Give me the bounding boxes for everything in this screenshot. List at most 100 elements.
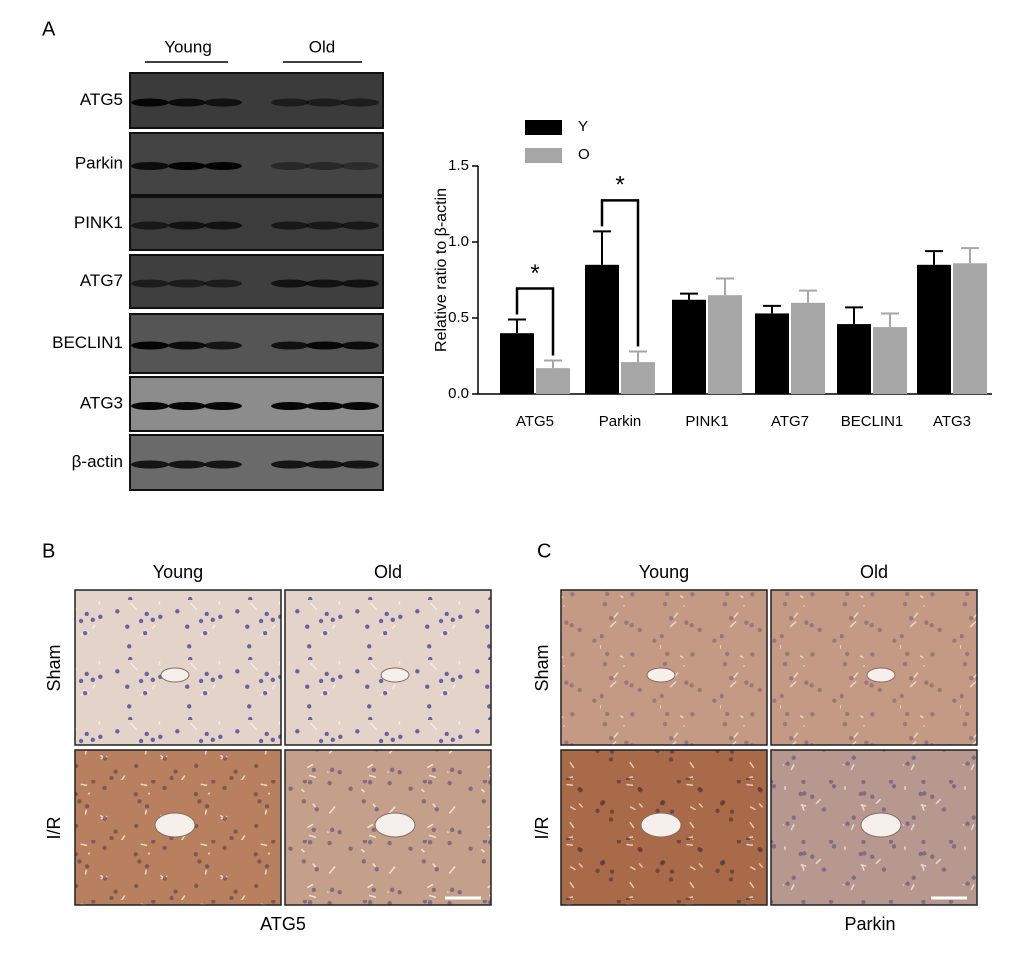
error-bar bbox=[629, 350, 647, 363]
caption: Parkin bbox=[844, 914, 895, 934]
blot-band bbox=[131, 221, 169, 230]
blot-band bbox=[306, 221, 344, 230]
x-tick-label: BECLIN1 bbox=[841, 413, 904, 430]
legend-label: O bbox=[578, 146, 590, 163]
error-bar bbox=[763, 304, 781, 314]
blot-band bbox=[131, 98, 169, 107]
y-tick-label: 0.0 bbox=[448, 385, 469, 402]
bar bbox=[536, 368, 570, 394]
blot-band bbox=[131, 402, 169, 410]
error-bar bbox=[508, 318, 526, 334]
blot-label: ATG7 bbox=[80, 271, 123, 290]
blot-band bbox=[341, 460, 379, 469]
significance-bracket bbox=[600, 199, 640, 347]
column-label: Young bbox=[639, 562, 689, 582]
blot-band bbox=[271, 98, 309, 107]
bar bbox=[621, 362, 655, 394]
blot-band bbox=[168, 402, 206, 410]
blot-band bbox=[204, 402, 242, 410]
significance-bracket bbox=[515, 287, 555, 356]
blot-band bbox=[204, 279, 242, 288]
significance-mark: * bbox=[615, 172, 624, 199]
row-label: Sham bbox=[44, 644, 64, 691]
blot-band bbox=[341, 221, 379, 230]
blot-band bbox=[168, 279, 206, 288]
error-bar bbox=[593, 230, 611, 265]
vessel bbox=[160, 667, 190, 683]
vessel bbox=[154, 812, 196, 838]
x-tick-label: ATG3 bbox=[933, 413, 971, 430]
error-bar bbox=[799, 289, 817, 303]
blot-label: PINK1 bbox=[74, 213, 123, 232]
blot-band bbox=[204, 98, 242, 107]
y-tick-label: 1.0 bbox=[448, 233, 469, 250]
blot-band bbox=[168, 221, 206, 230]
panel-label: B bbox=[42, 540, 55, 562]
x-tick-label: ATG7 bbox=[771, 413, 809, 430]
error-bar bbox=[881, 312, 899, 328]
x-tick-label: Parkin bbox=[599, 413, 642, 430]
error-bar bbox=[925, 250, 943, 265]
x-tick-label: PINK1 bbox=[685, 413, 728, 430]
blot-label: BECLIN1 bbox=[52, 333, 123, 352]
blot-band bbox=[131, 460, 169, 469]
blot-band bbox=[131, 341, 169, 350]
blot-band bbox=[341, 98, 379, 107]
micrograph bbox=[284, 589, 492, 746]
micrograph bbox=[74, 589, 282, 746]
legend-swatch bbox=[525, 120, 562, 135]
blot-band bbox=[204, 460, 242, 469]
micrograph bbox=[770, 589, 978, 746]
blot-band bbox=[204, 221, 242, 230]
bar bbox=[953, 263, 987, 394]
blot-band bbox=[168, 162, 206, 170]
blot-band bbox=[306, 460, 344, 469]
legend-label: Y bbox=[578, 118, 588, 135]
column-label: Young bbox=[153, 562, 203, 582]
blot-band bbox=[271, 221, 309, 230]
y-tick-label: 1.5 bbox=[448, 157, 469, 174]
error-bar bbox=[544, 359, 562, 369]
blot-band bbox=[204, 341, 242, 350]
caption: ATG5 bbox=[260, 914, 306, 934]
vessel bbox=[374, 812, 416, 838]
blot-band bbox=[306, 162, 344, 170]
column-label: Old bbox=[374, 562, 402, 582]
blot-band bbox=[131, 162, 169, 170]
column-label: Old bbox=[860, 562, 888, 582]
blot-band bbox=[168, 341, 206, 350]
bar bbox=[873, 327, 907, 394]
blot-band bbox=[271, 460, 309, 469]
vessel bbox=[640, 812, 682, 838]
micrograph bbox=[560, 589, 768, 746]
panel-label: A bbox=[42, 18, 56, 40]
error-bar bbox=[961, 247, 979, 264]
bar bbox=[672, 299, 706, 394]
row-label: I/R bbox=[44, 816, 64, 839]
vessel bbox=[646, 667, 676, 683]
panel-label: C bbox=[537, 540, 551, 562]
blot-band bbox=[168, 98, 206, 107]
blot-band bbox=[271, 402, 309, 410]
row-label: Sham bbox=[532, 644, 552, 691]
error-bar bbox=[845, 306, 863, 325]
bar bbox=[755, 313, 789, 394]
blot-band bbox=[341, 341, 379, 350]
micrograph bbox=[74, 749, 282, 906]
group-label: Old bbox=[309, 37, 335, 56]
vessel bbox=[866, 667, 896, 683]
bar bbox=[917, 264, 951, 394]
y-tick-label: 0.5 bbox=[448, 309, 469, 326]
group-label: Young bbox=[164, 37, 212, 56]
blot-band bbox=[271, 162, 309, 170]
vessel bbox=[380, 667, 410, 683]
blot-label: Parkin bbox=[75, 153, 123, 172]
bar bbox=[837, 324, 871, 394]
legend-swatch bbox=[525, 148, 562, 163]
blot-band bbox=[271, 279, 309, 288]
blot-band bbox=[306, 98, 344, 107]
blot-label: β-actin bbox=[72, 452, 123, 471]
error-bar bbox=[680, 292, 698, 300]
y-axis-label: Relative ratio to β-actin bbox=[433, 188, 450, 352]
